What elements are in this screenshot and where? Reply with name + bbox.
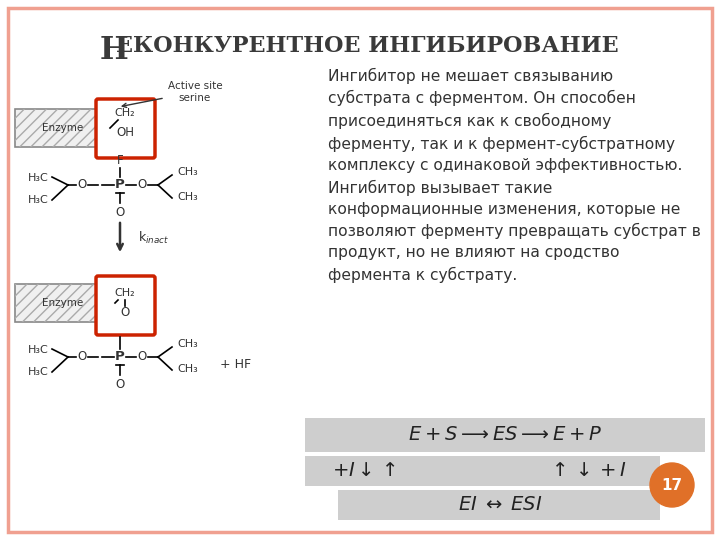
Text: Ингибитор не мешает связыванию
субстрата с ферментом. Он способен
присоединяться: Ингибитор не мешает связыванию субстрата… [328,68,701,283]
Text: OH: OH [116,125,134,138]
Text: O: O [115,379,125,392]
Text: F: F [117,153,123,166]
Bar [338,490,660,520]
Text: P: P [115,179,125,192]
Text: + HF: + HF [220,359,251,372]
Bar [15,284,110,322]
Text: Н: Н [100,35,129,66]
Text: $EI \;\leftrightarrow\; ESI$: $EI \;\leftrightarrow\; ESI$ [458,496,542,514]
Text: H₃C: H₃C [28,173,49,183]
Text: ЕКОНКУРЕНТНОЕ ИНГИБИРОВАНИЕ: ЕКОНКУРЕНТНОЕ ИНГИБИРОВАНИЕ [116,35,618,57]
FancyBboxPatch shape [96,276,155,335]
Text: O: O [77,179,86,192]
Bar [15,109,110,147]
Text: $+I\downarrow\uparrow$: $+I\downarrow\uparrow$ [332,462,396,480]
Text: O: O [115,206,125,219]
Text: CH₂: CH₂ [114,288,135,298]
Text: H₃C: H₃C [28,367,49,377]
Text: $\uparrow\downarrow +I$: $\uparrow\downarrow +I$ [548,462,627,480]
Text: k$_{inact}$: k$_{inact}$ [138,230,169,246]
Text: Enzyme: Enzyme [42,123,83,133]
Text: $E + S \longrightarrow ES \longrightarrow E + P$: $E + S \longrightarrow ES \longrightarro… [408,426,602,444]
Bar [15,109,110,147]
Text: CH₃: CH₃ [177,339,198,349]
Text: O: O [77,350,86,363]
Bar [305,456,660,486]
Circle shape [650,463,694,507]
Text: Active site
serine: Active site serine [122,81,222,107]
FancyBboxPatch shape [8,8,712,532]
Text: O: O [138,179,147,192]
Text: CH₃: CH₃ [177,192,198,202]
Bar [15,284,110,322]
Text: O: O [138,350,147,363]
Text: O: O [120,307,130,320]
Text: CH₃: CH₃ [177,167,198,177]
Text: P: P [115,350,125,363]
Text: Enzyme: Enzyme [42,298,83,308]
FancyBboxPatch shape [96,99,155,158]
Text: CH₃: CH₃ [177,364,198,374]
Text: 17: 17 [662,477,683,492]
Text: CH₂: CH₂ [114,108,135,118]
Bar [305,418,705,452]
Text: H₃C: H₃C [28,195,49,205]
Text: H₃C: H₃C [28,345,49,355]
